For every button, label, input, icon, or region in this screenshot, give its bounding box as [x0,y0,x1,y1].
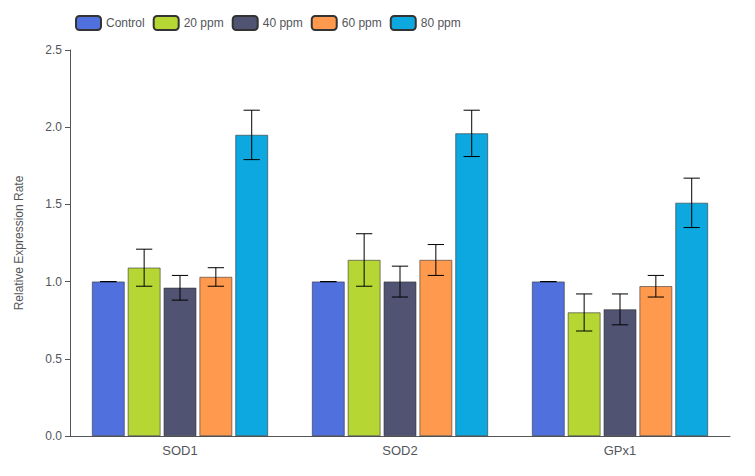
svg-text:1.5: 1.5 [45,197,62,211]
svg-text:Relative Expression Rate: Relative Expression Rate [12,175,26,310]
svg-text:SOD2: SOD2 [382,443,417,458]
svg-text:2.5: 2.5 [45,43,62,57]
svg-text:GPx1: GPx1 [604,443,637,458]
svg-text:SOD1: SOD1 [162,443,197,458]
svg-text:2.0: 2.0 [45,120,62,134]
svg-text:80 ppm: 80 ppm [421,16,461,30]
svg-text:0.5: 0.5 [45,352,62,366]
svg-text:40 ppm: 40 ppm [263,16,303,30]
svg-text:Control: Control [106,16,145,30]
svg-text:1.0: 1.0 [45,275,62,289]
svg-text:0.0: 0.0 [45,429,62,443]
svg-text:60 ppm: 60 ppm [342,16,382,30]
svg-text:20 ppm: 20 ppm [184,16,224,30]
